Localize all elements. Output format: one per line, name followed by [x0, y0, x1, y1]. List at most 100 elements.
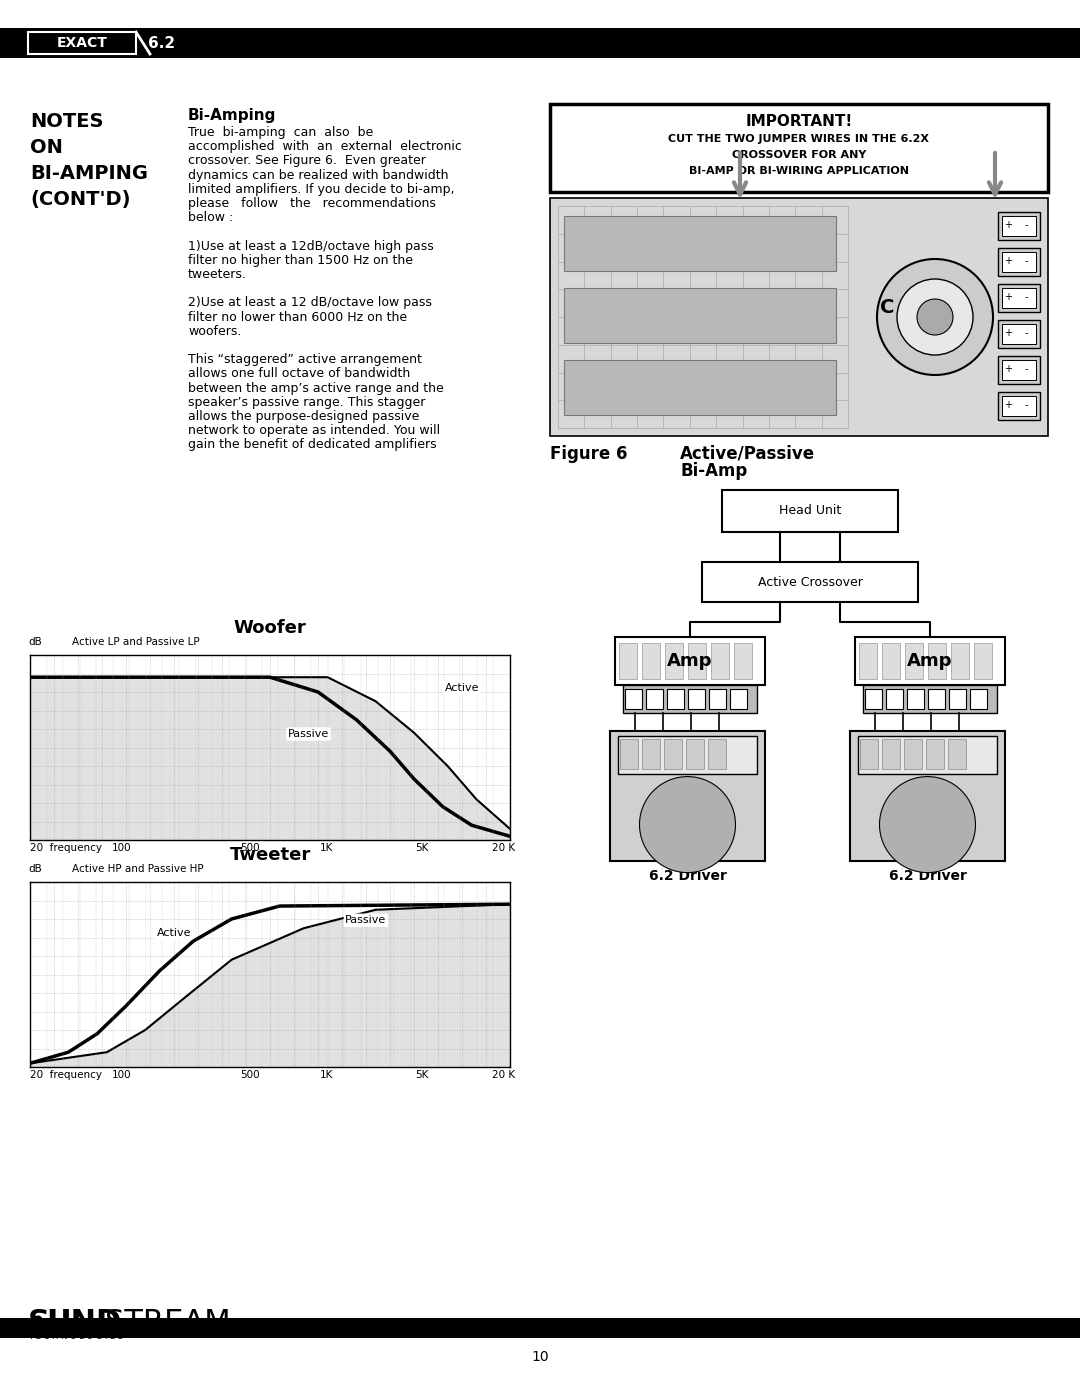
Text: +: + [1004, 365, 1012, 374]
Bar [686, 739, 704, 768]
Bar [948, 739, 966, 768]
Text: 10: 10 [531, 1350, 549, 1363]
Circle shape [672, 809, 703, 841]
Text: S: S [28, 1308, 50, 1337]
Text: +: + [1004, 219, 1012, 231]
Text: -: - [1024, 400, 1028, 409]
Bar [886, 689, 903, 710]
Bar [619, 643, 637, 679]
Bar [859, 643, 877, 679]
Circle shape [921, 819, 933, 831]
Text: -: - [1024, 219, 1028, 231]
Bar [646, 689, 663, 710]
Text: -: - [1024, 328, 1028, 338]
Text: tweeters.: tweeters. [188, 268, 247, 281]
Bar [708, 689, 726, 710]
Bar [1002, 324, 1036, 344]
Bar [642, 643, 660, 679]
Text: 1)Use at least a 12dB/octave high pass: 1)Use at least a 12dB/octave high pass [188, 240, 434, 253]
Text: BI-AMP OR BI-WIRING APPLICATION: BI-AMP OR BI-WIRING APPLICATION [689, 166, 909, 176]
Bar [734, 643, 752, 679]
Bar [550, 103, 1048, 191]
Bar [711, 643, 729, 679]
Bar [850, 731, 1005, 861]
Bar [855, 637, 1005, 685]
Bar [688, 689, 705, 710]
Circle shape [639, 777, 735, 873]
Bar [860, 739, 878, 768]
Bar [665, 643, 683, 679]
Text: Amp: Amp [667, 652, 713, 671]
Bar [688, 643, 706, 679]
Bar [723, 490, 897, 532]
Text: T E C H N O L O G I E S: T E C H N O L O G I E S [28, 1331, 123, 1341]
Text: Bi-Amp: Bi-Amp [680, 462, 747, 481]
Text: +: + [1004, 400, 1012, 409]
Text: speaker’s passive range. This stagger: speaker’s passive range. This stagger [188, 395, 426, 409]
Text: gain the benefit of dedicated amplifiers: gain the benefit of dedicated amplifiers [188, 439, 436, 451]
Bar [1002, 288, 1036, 307]
Text: IMPORTANT!: IMPORTANT! [745, 115, 852, 129]
Bar [667, 689, 684, 710]
Text: network to operate as intended. You will: network to operate as intended. You will [188, 425, 441, 437]
Text: NOTES: NOTES [30, 112, 104, 131]
Bar [998, 284, 1040, 312]
Text: below :: below : [188, 211, 233, 224]
Text: Bi-Amping: Bi-Amping [188, 108, 276, 123]
Text: 6.2: 6.2 [148, 35, 176, 50]
Bar [1002, 395, 1036, 416]
Text: 5K: 5K [415, 1070, 429, 1080]
Circle shape [681, 819, 693, 831]
Text: Tweeter: Tweeter [229, 847, 311, 863]
Text: Active Crossover: Active Crossover [757, 576, 863, 588]
Text: crossover. See Figure 6.  Even greater: crossover. See Figure 6. Even greater [188, 155, 426, 168]
Bar [858, 736, 997, 774]
Bar [642, 739, 660, 768]
Text: 20  frequency: 20 frequency [30, 842, 102, 854]
Bar [928, 643, 946, 679]
Bar [708, 739, 726, 768]
Text: 1K: 1K [320, 1070, 334, 1080]
Bar [1002, 217, 1036, 236]
Bar [882, 739, 900, 768]
Bar [564, 360, 836, 415]
Text: C: C [880, 298, 894, 317]
Bar [998, 212, 1040, 240]
Text: 5K: 5K [415, 842, 429, 854]
Circle shape [917, 299, 953, 335]
Text: filter no lower than 6000 Hz on the: filter no lower than 6000 Hz on the [188, 310, 407, 324]
Text: allows the purpose-designed passive: allows the purpose-designed passive [188, 409, 419, 423]
Text: STREAM: STREAM [105, 1308, 231, 1337]
Bar [610, 731, 765, 861]
Bar [702, 562, 918, 602]
Bar [664, 739, 681, 768]
Bar [951, 643, 969, 679]
Bar [907, 689, 924, 710]
Text: allows one full octave of bandwidth: allows one full octave of bandwidth [188, 367, 410, 380]
Text: Active/Passive: Active/Passive [680, 446, 815, 462]
Circle shape [33, 1316, 42, 1324]
Bar [623, 685, 757, 712]
Text: dB: dB [28, 863, 42, 875]
Text: 1K: 1K [320, 842, 334, 854]
Circle shape [879, 777, 975, 873]
Text: This “staggered” active arrangement: This “staggered” active arrangement [188, 353, 422, 366]
Bar [974, 643, 993, 679]
Bar [970, 689, 987, 710]
Text: Active HP and Passive HP: Active HP and Passive HP [72, 863, 204, 875]
Bar [998, 356, 1040, 384]
Text: EXACT: EXACT [56, 36, 107, 50]
Text: 500: 500 [240, 1070, 259, 1080]
Bar [905, 643, 923, 679]
Text: True  bi-amping  can  also  be: True bi-amping can also be [188, 126, 374, 138]
Text: 6.2 Driver: 6.2 Driver [649, 869, 727, 883]
Text: please   follow   the   recommendations: please follow the recommendations [188, 197, 436, 210]
Bar [949, 689, 966, 710]
Text: CUT THE TWO JUMPER WIRES IN THE 6.2X: CUT THE TWO JUMPER WIRES IN THE 6.2X [669, 134, 930, 144]
Text: Amp: Amp [907, 652, 953, 671]
Bar [730, 689, 747, 710]
Text: dynamics can be realized with bandwidth: dynamics can be realized with bandwidth [188, 169, 448, 182]
Circle shape [897, 279, 973, 355]
Bar [550, 198, 1048, 436]
Bar [625, 689, 642, 710]
